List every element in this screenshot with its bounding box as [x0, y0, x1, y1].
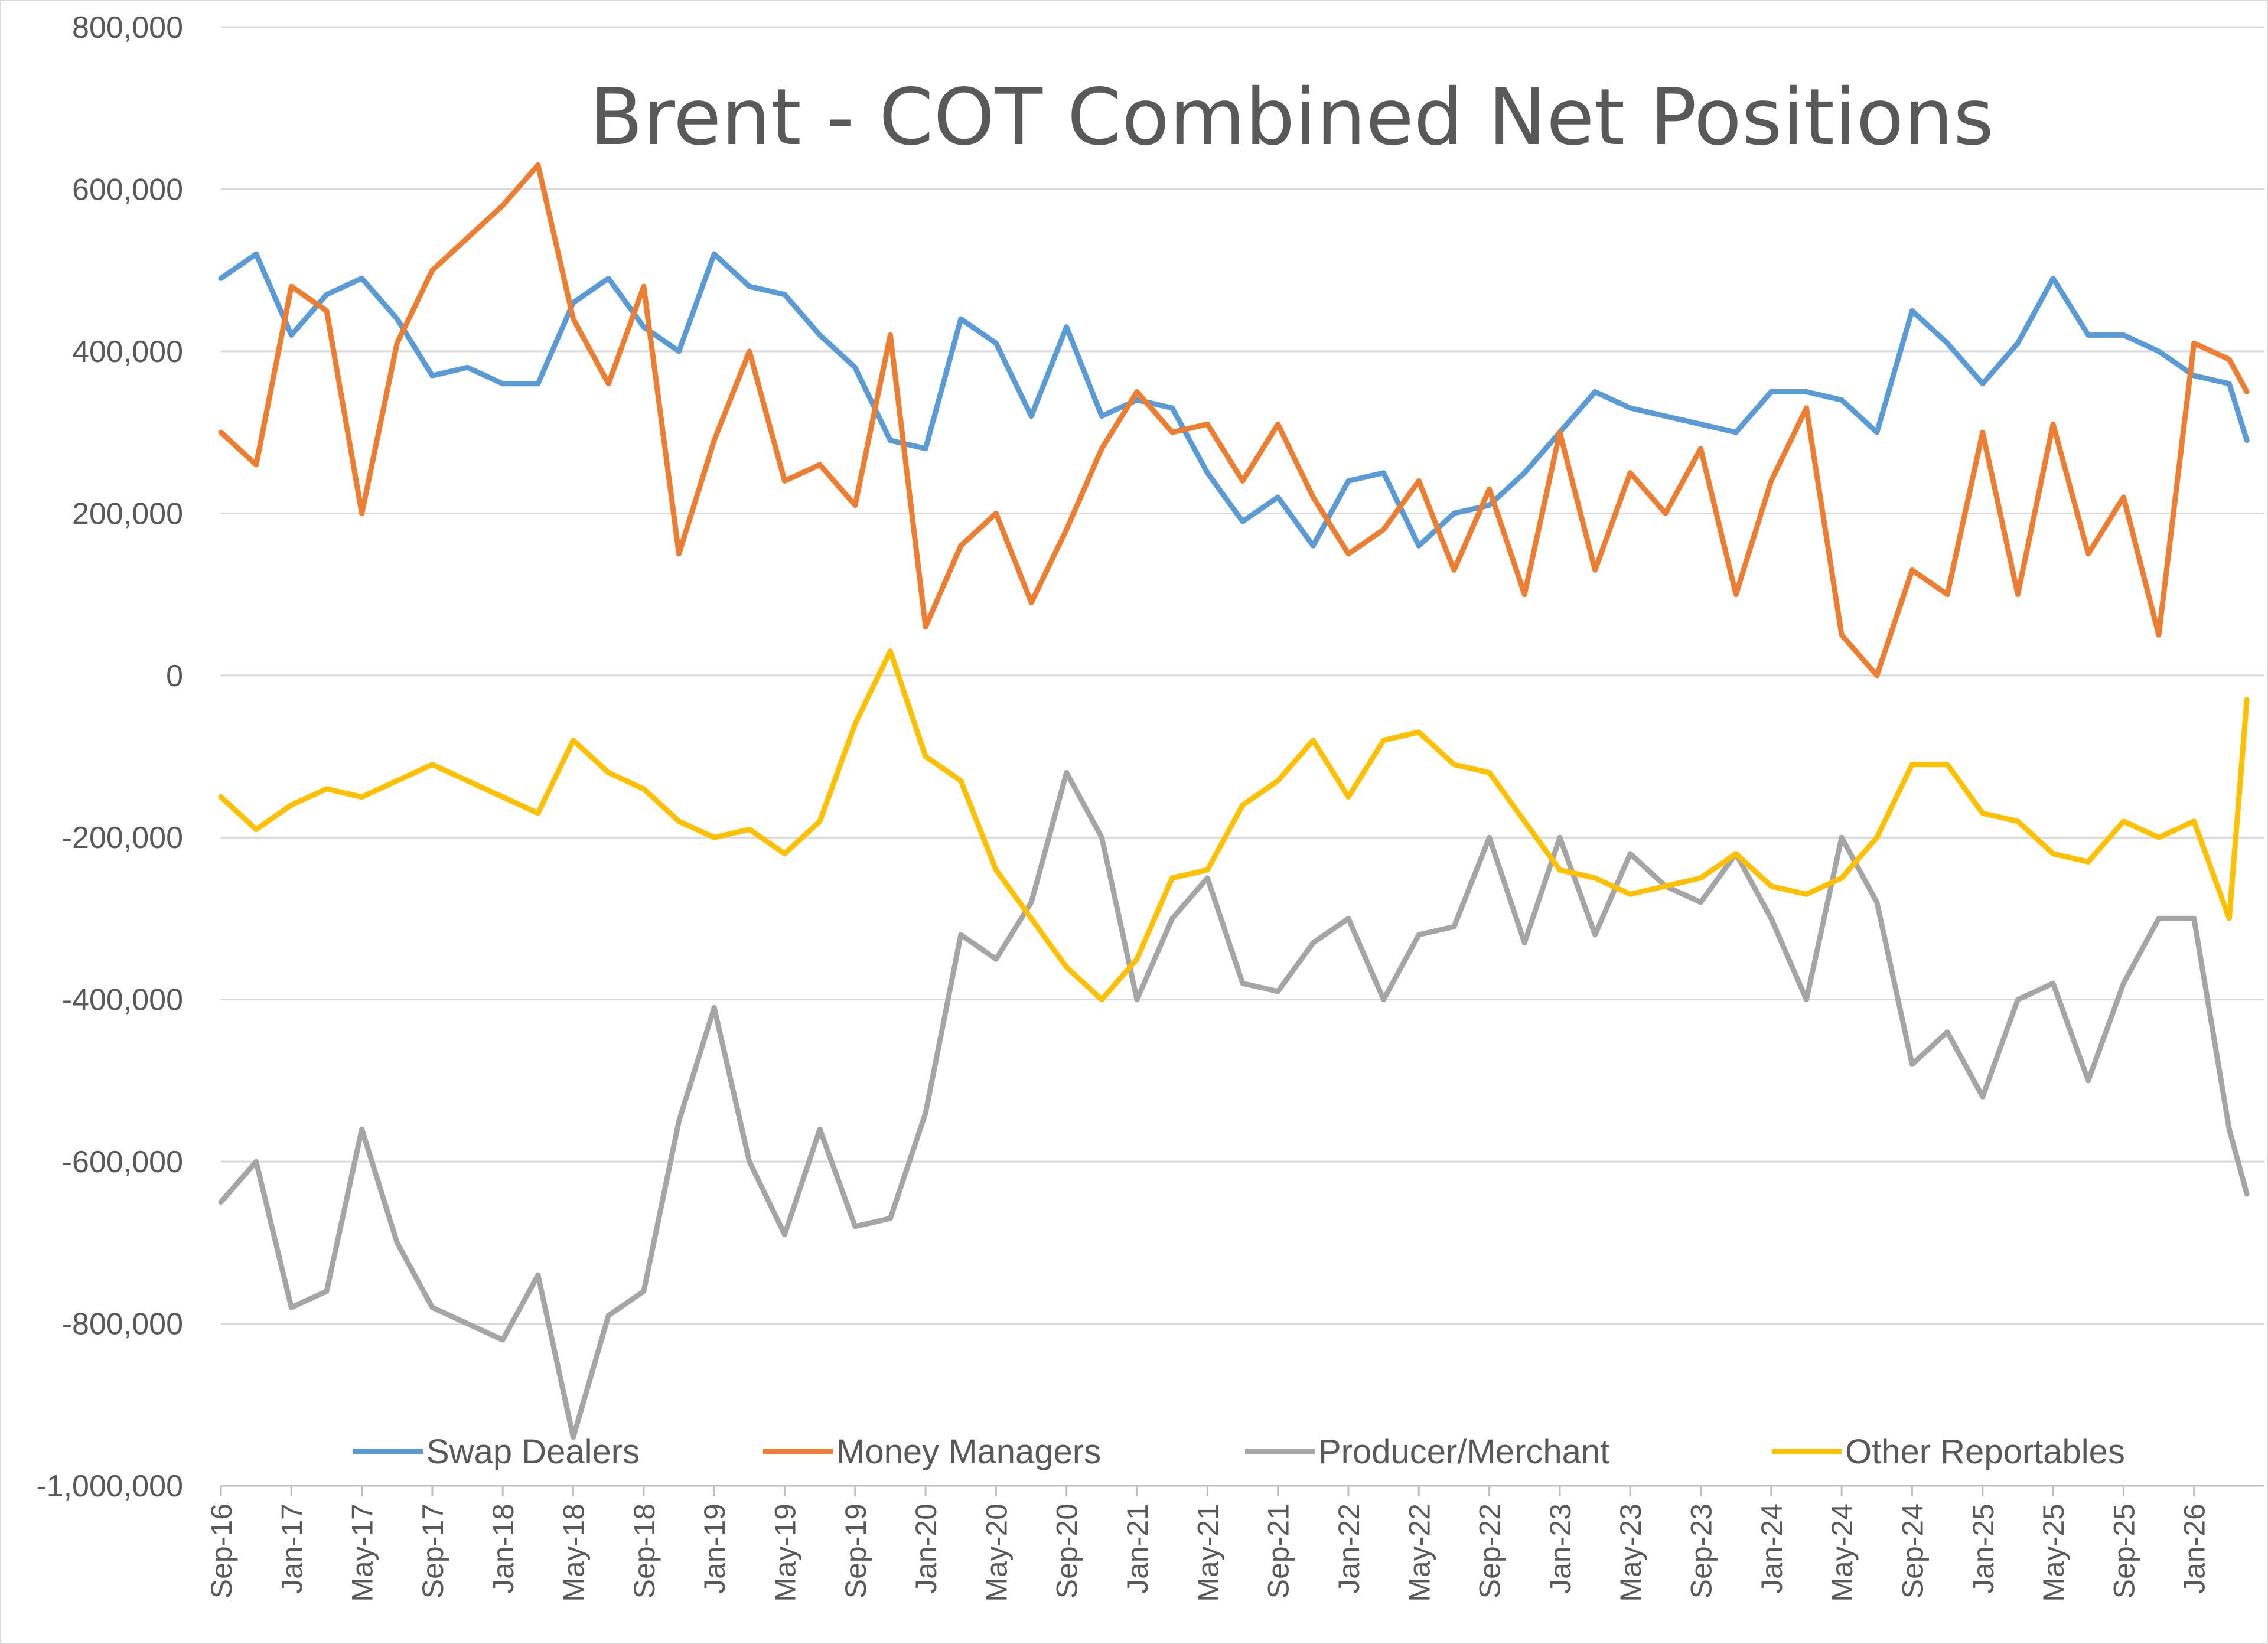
y-tick-label: -200,000	[62, 821, 183, 855]
x-tick-label: Sep-22	[1474, 1503, 1507, 1599]
chart-title: Brent - COT Combined Net Positions	[589, 72, 1994, 163]
y-tick-label: 800,000	[72, 11, 183, 45]
x-tick-label: Jan-17	[275, 1503, 308, 1594]
series-line-producer-merchant	[218, 769, 2250, 1440]
legend: Swap Dealers Money Managers Producer/Merch…	[353, 1433, 2125, 1471]
x-tick-label: Jan-22	[1332, 1503, 1366, 1594]
series-lines	[218, 162, 2250, 1440]
y-axis-ticks: 800,000 600,000 400,000 200,000 0 -200,000 -40…	[36, 11, 183, 1503]
series-line-other-reportables	[218, 648, 2250, 1003]
x-tick-label: Sep-25	[2107, 1503, 2140, 1599]
y-tick-label: 600,000	[72, 172, 183, 207]
series-line-swap-dealers	[218, 251, 2250, 549]
x-tick-label: Jan-21	[1121, 1503, 1154, 1594]
legend-label: Money Managers	[836, 1433, 1101, 1471]
x-tick-label: Sep-24	[1896, 1503, 1929, 1599]
x-tick-label: Jan-23	[1544, 1503, 1577, 1594]
y-tick-label: -1,000,000	[36, 1469, 183, 1503]
legend-label: Swap Dealers	[426, 1433, 640, 1471]
x-tick-label: May-21	[1191, 1503, 1224, 1602]
x-tick-label: Sep-23	[1685, 1503, 1718, 1599]
x-tick-label: Jan-25	[1967, 1503, 2000, 1594]
x-tick-label: May-25	[2037, 1503, 2070, 1602]
x-tick-label: Jan-18	[487, 1503, 520, 1594]
x-tick-label: Jan-24	[1755, 1503, 1788, 1594]
series-line-money-managers	[218, 162, 2250, 679]
y-tick-label: -800,000	[62, 1307, 183, 1342]
x-tick-label: May-17	[346, 1503, 379, 1602]
legend-label: Other Reportables	[1845, 1433, 2125, 1471]
x-tick-label: Sep-20	[1051, 1503, 1084, 1599]
x-tick-label: Sep-21	[1262, 1503, 1295, 1599]
x-tick-label: May-23	[1614, 1503, 1647, 1602]
y-tick-label: 200,000	[72, 497, 183, 531]
y-tick-label: 400,000	[72, 335, 183, 369]
gridlines	[221, 26, 2264, 1487]
x-tick-label: Jan-19	[698, 1503, 731, 1594]
x-tick-label: May-18	[558, 1503, 591, 1602]
x-tick-label: Jan-20	[910, 1503, 943, 1594]
x-tick-label: May-20	[980, 1503, 1013, 1602]
x-tick-label: Sep-18	[628, 1503, 661, 1599]
x-tick-label: May-19	[768, 1503, 801, 1602]
x-tick-label: May-24	[1826, 1503, 1859, 1602]
y-tick-label: -400,000	[62, 983, 183, 1017]
y-tick-label: -600,000	[62, 1145, 183, 1179]
x-tick-label: Sep-16	[205, 1503, 238, 1599]
x-tick-label: Sep-19	[839, 1503, 872, 1599]
x-tick-label: Sep-17	[416, 1503, 449, 1599]
x-axis-ticks: Sep-16 Jan-17 May-17 Sep-17 Jan-18 May-18 Sep-…	[205, 1486, 2211, 1602]
x-tick-label: Jan-26	[2178, 1503, 2211, 1594]
x-tick-label: May-22	[1403, 1503, 1436, 1602]
y-tick-label: 0	[166, 659, 183, 693]
legend-label: Producer/Merchant	[1318, 1433, 1609, 1471]
